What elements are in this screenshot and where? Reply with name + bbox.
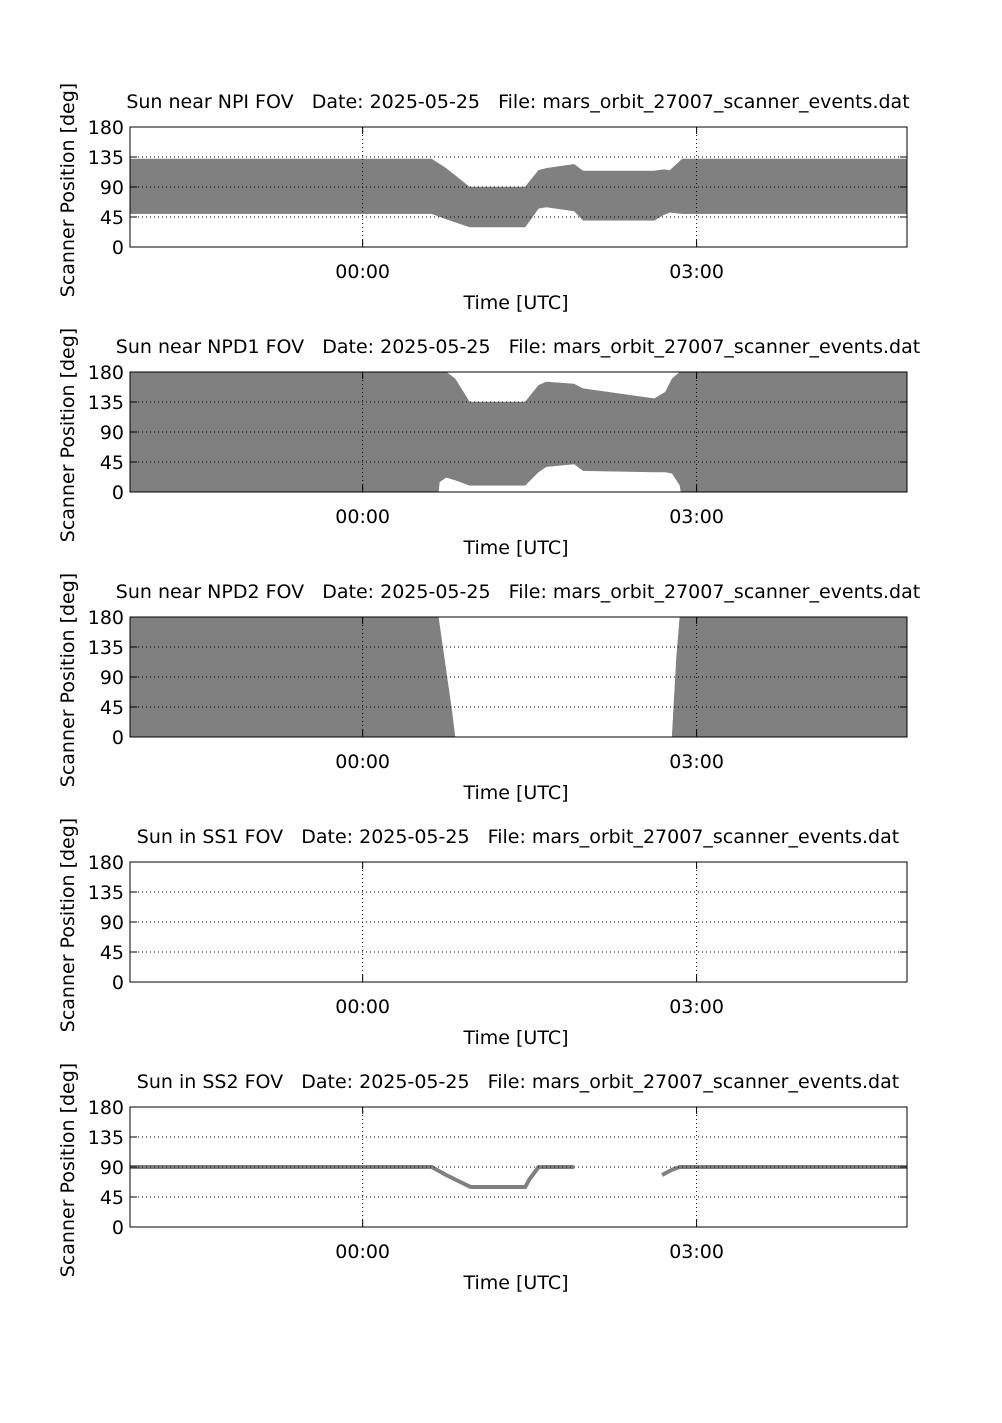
line [661,1165,907,1177]
y-tick-label: 90 [100,912,124,934]
x-axis-label: Time [UTC] [462,782,568,804]
x-tick-label: 03:00 [669,751,724,773]
x-tick-label: 03:00 [669,261,724,283]
y-tick-label: 0 [112,727,124,749]
x-tick-label: 00:00 [335,506,390,528]
x-tick-label: 00:00 [335,751,390,773]
x-tick-label: 03:00 [669,996,724,1018]
x-tick-label: 00:00 [335,261,390,283]
x-axis-label: Time [UTC] [462,1027,568,1049]
y-tick-label: 90 [100,1157,124,1179]
x-axis-label: Time [UTC] [462,537,568,559]
y-axis-label: Scanner Position [deg] [57,1063,79,1277]
chart-title: Sun in SS2 FOV Date: 2025-05-25 File: ma… [137,1071,899,1093]
y-tick-label: 45 [100,1187,124,1209]
y-tick-label: 180 [88,852,124,874]
y-tick-label: 45 [100,452,124,474]
chart-title: Sun near NPD2 FOV Date: 2025-05-25 File:… [116,581,920,603]
chart-title: Sun near NPD1 FOV Date: 2025-05-25 File:… [116,336,920,358]
x-tick-label: 03:00 [669,506,724,528]
chart-title: Sun near NPI FOV Date: 2025-05-25 File: … [126,91,909,113]
y-tick-label: 90 [100,177,124,199]
x-axis-label: Time [UTC] [462,292,568,314]
axes-frame [129,1106,908,1228]
line [130,1165,575,1189]
x-tick-label: 00:00 [335,1241,390,1263]
y-tick-label: 180 [88,117,124,139]
axes-frame [129,126,908,248]
y-axis-label: Scanner Position [deg] [57,328,79,542]
y-tick-label: 135 [88,147,124,169]
y-tick-label: 135 [88,882,124,904]
y-tick-label: 90 [100,422,124,444]
y-tick-label: 0 [112,482,124,504]
y-tick-label: 45 [100,697,124,719]
band-area [671,616,908,738]
y-tick-label: 0 [112,1217,124,1239]
y-tick-label: 45 [100,207,124,229]
x-tick-label: 00:00 [335,996,390,1018]
x-tick-label: 03:00 [669,1241,724,1263]
chart-title: Sun in SS1 FOV Date: 2025-05-25 File: ma… [137,826,899,848]
y-tick-label: 180 [88,1097,124,1119]
y-tick-label: 135 [88,1127,124,1149]
y-tick-label: 0 [112,972,124,994]
y-axis-label: Scanner Position [deg] [57,83,79,297]
y-tick-label: 90 [100,667,124,689]
y-axis-label: Scanner Position [deg] [57,818,79,1032]
y-tick-label: 180 [88,607,124,629]
y-tick-label: 180 [88,362,124,384]
axes-frame [129,861,908,983]
y-axis-label: Scanner Position [deg] [57,573,79,787]
y-tick-label: 135 [88,637,124,659]
y-tick-label: 0 [112,237,124,259]
axes-frame [129,616,908,738]
y-tick-label: 135 [88,392,124,414]
x-axis-label: Time [UTC] [462,1272,568,1294]
y-tick-label: 45 [100,942,124,964]
axes-frame [129,371,908,493]
